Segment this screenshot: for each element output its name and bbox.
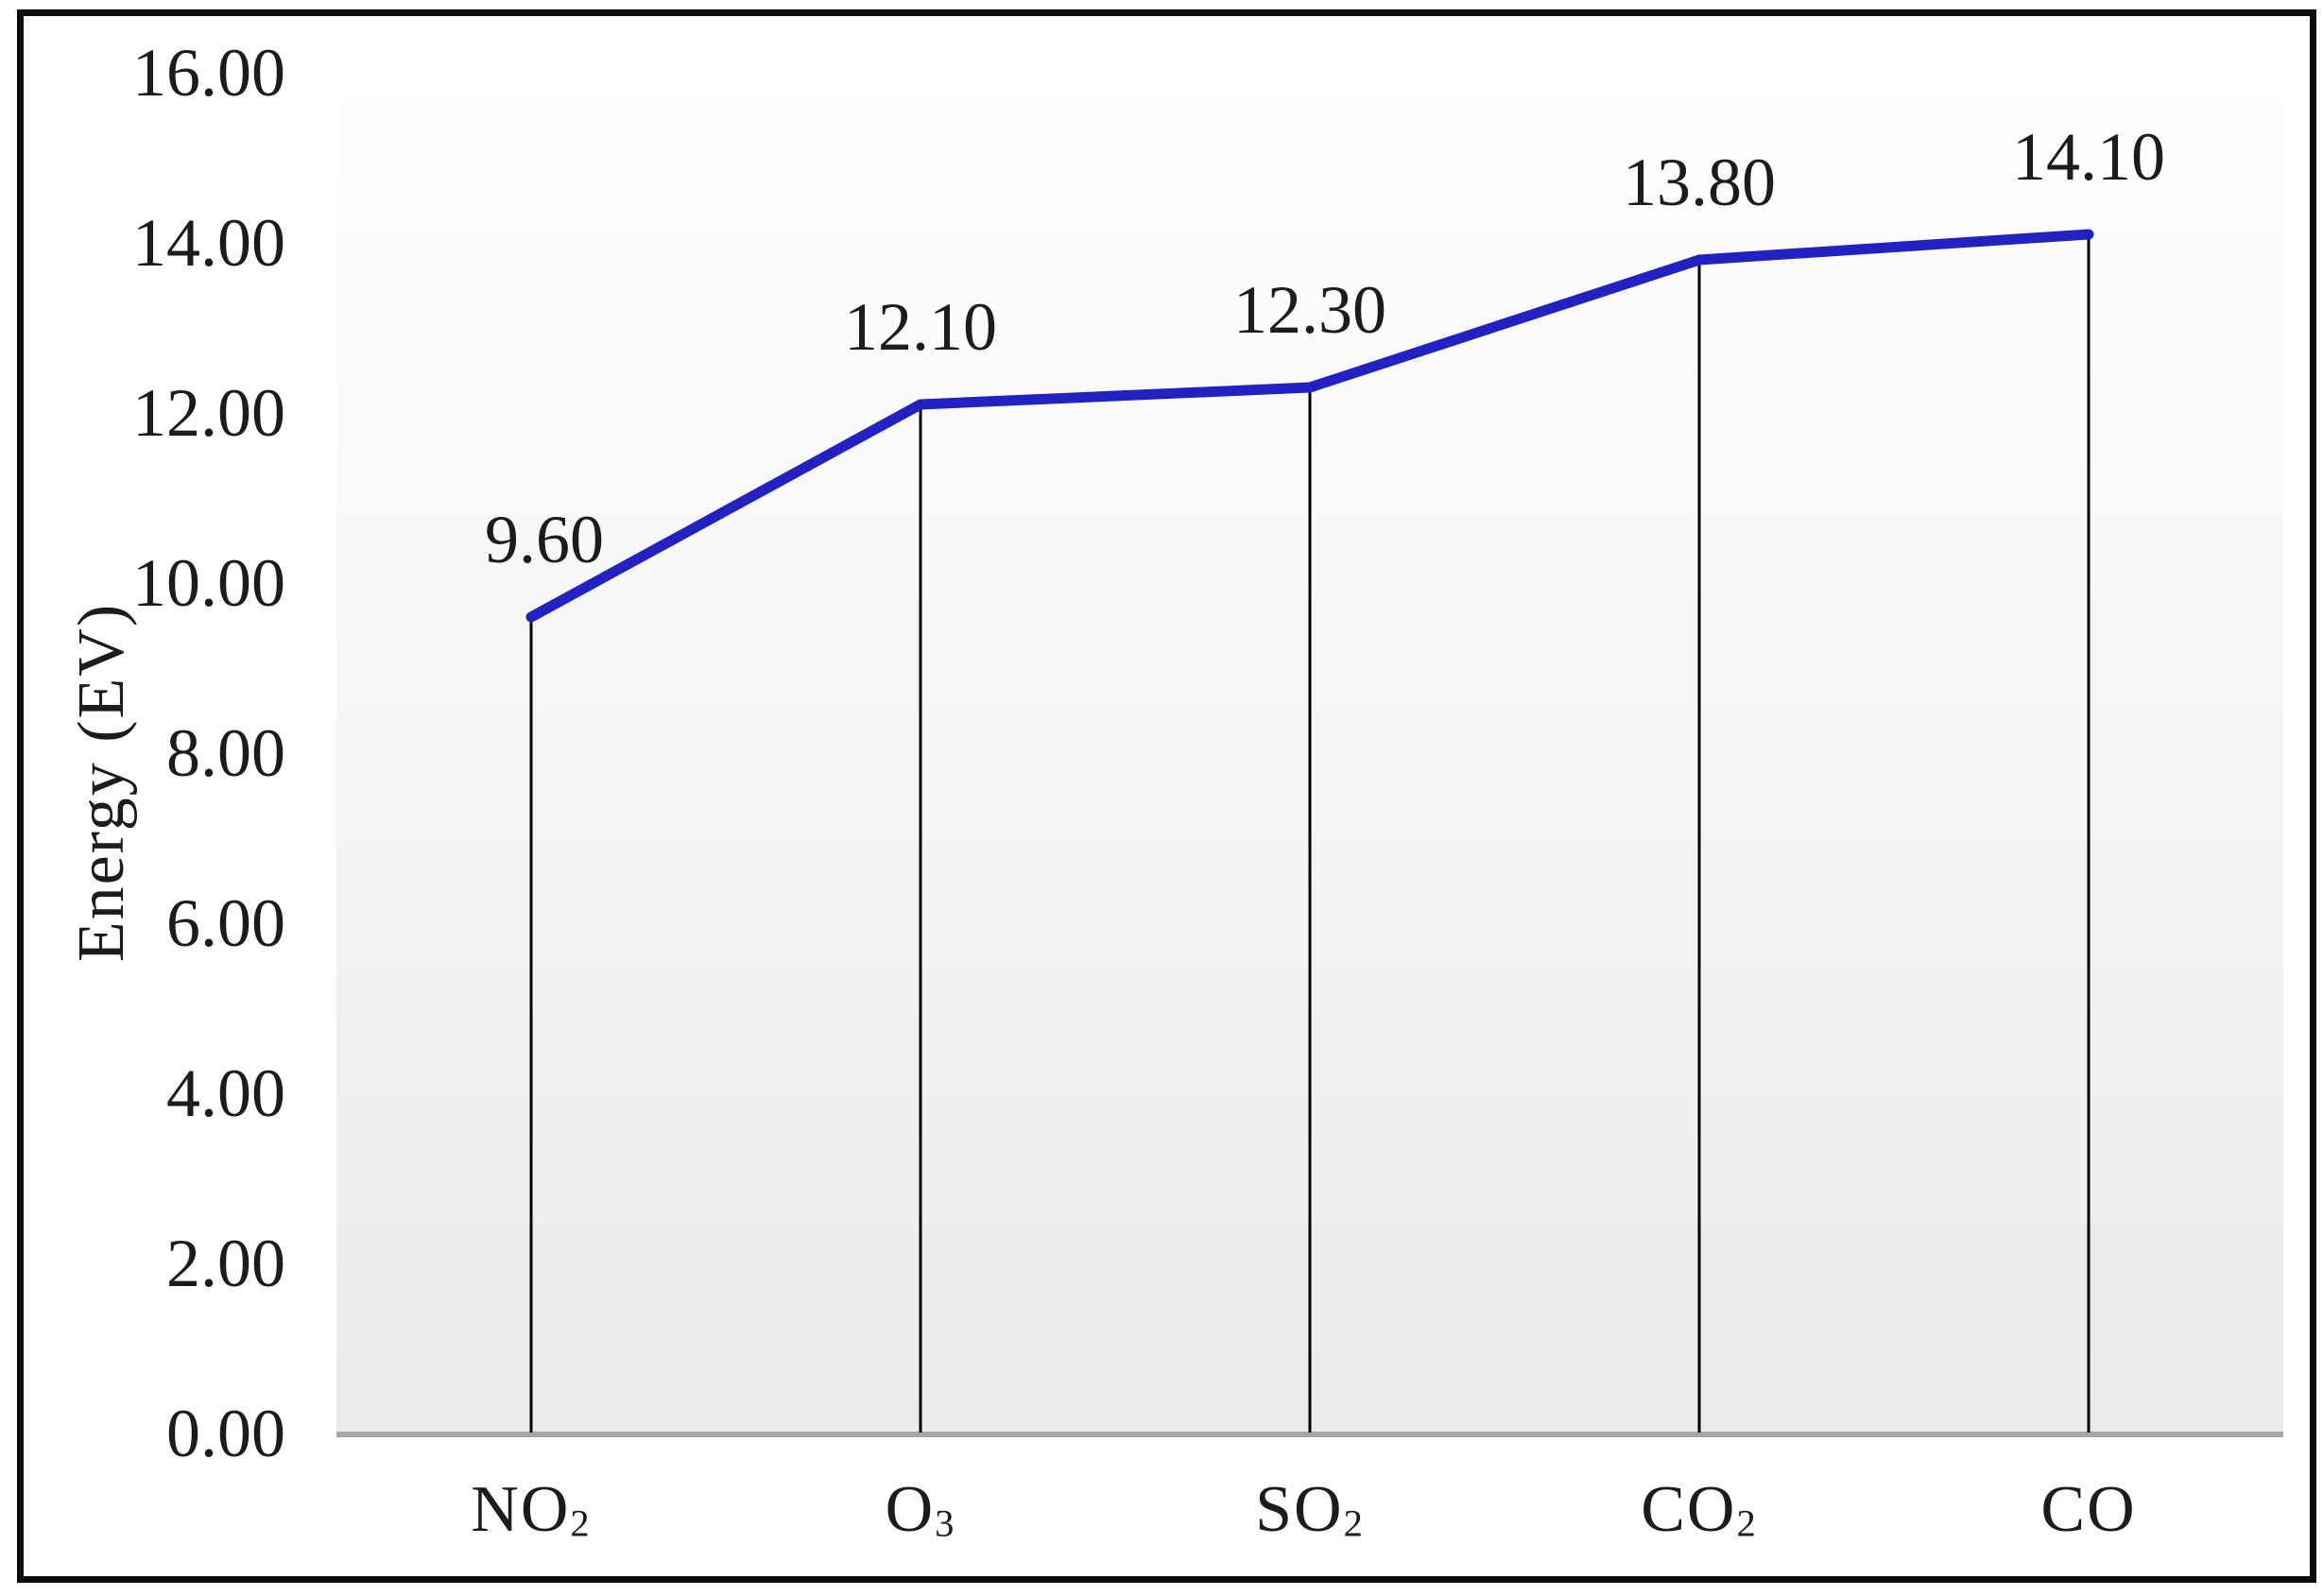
x-category-label: O3 — [885, 1472, 956, 1546]
x-category-label: CO2 — [1641, 1472, 1758, 1546]
y-tick-label: 6.00 — [166, 885, 285, 961]
y-tick-label: 12.00 — [132, 375, 285, 451]
y-tick-label: 0.00 — [166, 1396, 285, 1471]
x-category-label: NO2 — [471, 1472, 592, 1546]
data-point-label: 9.60 — [485, 502, 604, 577]
data-point-label: 14.10 — [2012, 119, 2165, 195]
y-tick-label: 2.00 — [166, 1226, 285, 1301]
y-tick-label: 16.00 — [132, 35, 285, 111]
subscript: 3 — [935, 1502, 956, 1545]
data-point-label: 13.80 — [1623, 145, 1776, 220]
subscript: 2 — [1343, 1502, 1365, 1545]
y-axis-title: Energy (EV) — [65, 602, 138, 963]
y-tick-label: 8.00 — [166, 715, 285, 791]
x-category-label: CO — [2040, 1473, 2137, 1546]
energy-series-line — [525, 229, 2094, 623]
data-point-label: 12.30 — [1233, 272, 1386, 348]
x-category-label: SO2 — [1255, 1472, 1365, 1546]
drop-lines — [529, 237, 2091, 1433]
subscript: 2 — [570, 1502, 592, 1545]
y-tick-label: 14.00 — [132, 205, 285, 281]
subscript: 2 — [1736, 1502, 1758, 1545]
y-tick-label: 10.00 — [132, 545, 285, 621]
y-tick-label: 4.00 — [166, 1055, 285, 1131]
data-point-label: 12.10 — [844, 289, 997, 365]
